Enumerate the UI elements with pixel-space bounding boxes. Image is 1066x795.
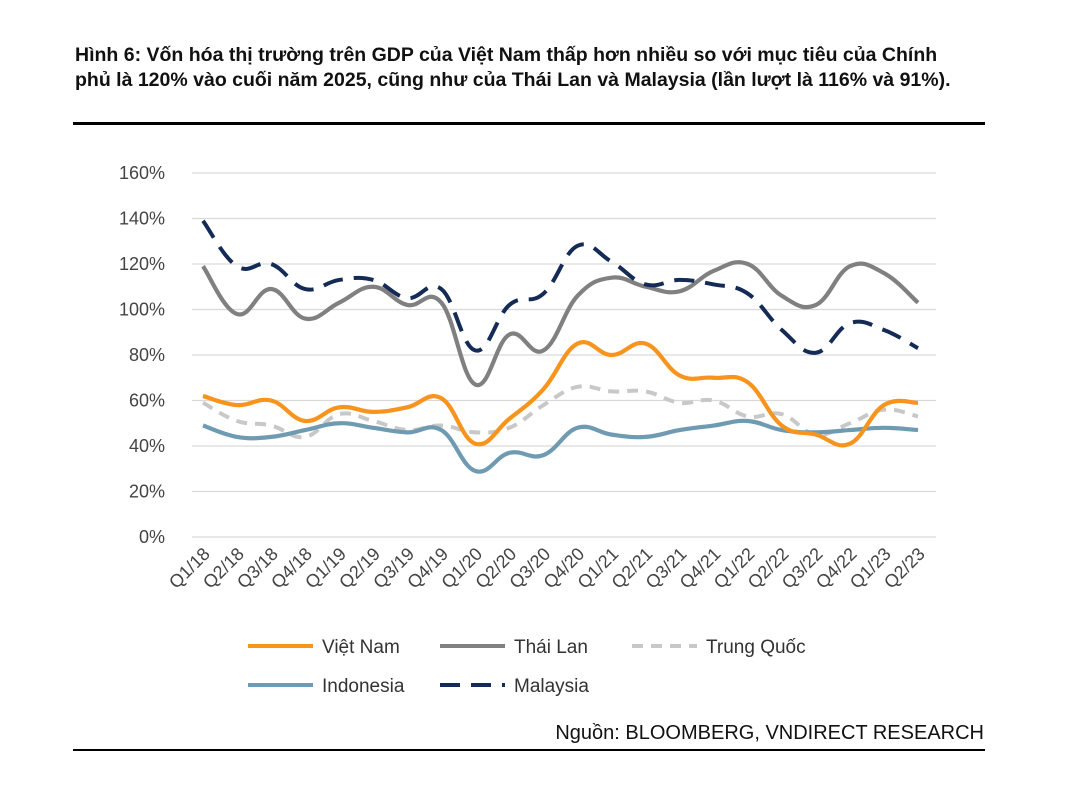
y-tick-label: 20% [129,482,165,502]
legend: Việt Nam Thái Lan Trung Quốc Indonesia Malay… [248,637,806,697]
top-rule [73,122,985,125]
y-axis-ticks: 0% 20% 40% 60% 80% 100% 120% 140% 160% [119,163,165,547]
legend-label-malaysia: Malaysia [514,676,589,697]
y-tick-label: 80% [129,345,165,365]
bottom-rule [73,749,985,751]
series-line-thai-lan [201,260,920,387]
y-tick-label: 160% [119,163,165,183]
series-line-trung-quoc [202,384,919,440]
source-note: Nguồn: BLOOMBERG, VNDIRECT RESEARCH [555,722,984,744]
legend-label-thai-lan: Thái Lan [514,637,588,658]
legend-label-indonesia: Indonesia [322,676,405,697]
figure-title: Hình 6: Vốn hóa thị trường trên GDP của … [75,44,951,91]
y-tick-label: 140% [119,209,165,229]
legend-label-viet-nam: Việt Nam [322,637,400,658]
x-axis-ticks: Q1/18Q2/18Q3/18Q4/18Q1/19Q2/19Q3/19Q4/19… [165,544,929,593]
series-lines [201,219,920,474]
series-line-malaysia [201,219,919,355]
y-tick-label: 60% [129,391,165,411]
y-tick-label: 120% [119,254,165,274]
series-line-viet-nam [202,340,919,448]
legend-label-trung-quoc: Trung Quốc [706,637,806,658]
y-tick-label: 0% [139,527,165,547]
y-tick-label: 100% [119,300,165,320]
y-tick-label: 40% [129,436,165,456]
grid-lines [192,172,936,538]
